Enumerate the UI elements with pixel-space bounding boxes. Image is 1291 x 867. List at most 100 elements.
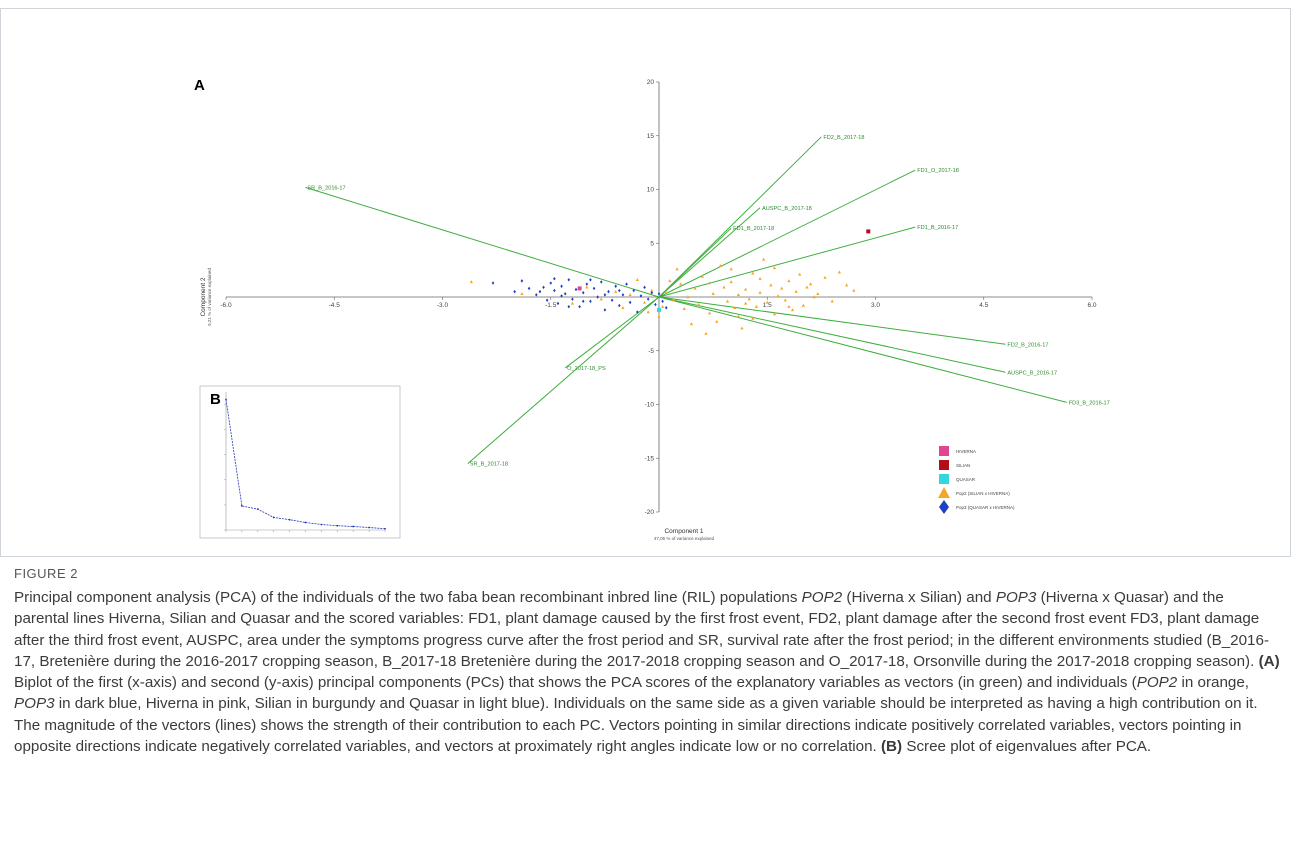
scree-points	[225, 398, 386, 530]
score-point	[725, 299, 730, 303]
loading-vectors: FD2_B_2017-18 FD1_O_2017-18 AUSPC_B_2017-1…	[305, 135, 1110, 468]
caption-pop3: POP3	[995, 589, 1037, 606]
score-point	[823, 275, 827, 279]
vector-label: FD3_B_2016-17	[1069, 400, 1110, 406]
x-axis-subtitle: 47,05 % of variance explained	[654, 536, 715, 541]
y-tick-label: 5	[650, 240, 654, 247]
score-point	[581, 291, 585, 295]
caption-part: Scree plot of eigenvalues after PCA.	[902, 738, 1152, 756]
score-point	[520, 291, 524, 295]
scree-point	[384, 527, 386, 530]
scree-point	[336, 524, 339, 527]
legend-label: QUASAR	[956, 477, 976, 482]
score-point	[599, 297, 603, 301]
score-point	[845, 283, 849, 287]
score-point	[776, 294, 780, 298]
score-point	[718, 264, 722, 268]
score-point	[805, 285, 809, 289]
score-point	[812, 295, 816, 299]
score-point	[664, 306, 668, 310]
score-point	[758, 290, 762, 294]
caption-part: Biplot of the first (x-axis) and second …	[14, 674, 1137, 692]
score-point	[816, 291, 820, 295]
score-point	[787, 279, 791, 283]
score-point	[542, 285, 545, 290]
caption-part: in dark blue, Hiverna in pink, Silian in…	[14, 695, 1258, 756]
score-point	[657, 314, 661, 318]
vector-label: FD1_B_2017-18	[733, 226, 774, 232]
vector-label: FD1_B_2016-17	[917, 225, 958, 231]
loading-vector	[658, 169, 916, 298]
score-point	[830, 299, 834, 303]
panel-b-letter: B	[210, 391, 221, 408]
score-point	[769, 283, 773, 287]
score-point	[646, 297, 650, 301]
scree-point	[256, 508, 259, 511]
caption-pop2: POP2	[801, 589, 843, 606]
vector-label: AUSPC_B_2016-17	[1007, 370, 1057, 376]
legend-label: Pop2 (SILIAN x HIVERNA)	[956, 491, 1010, 496]
x-tick-label: 1.5	[763, 302, 772, 309]
score-point	[556, 301, 560, 306]
y-tick-label: 10	[647, 187, 655, 194]
score-point	[693, 286, 697, 290]
score-point	[592, 286, 596, 291]
score-point	[772, 312, 777, 316]
vector-label: O_2017-18_PS	[567, 366, 606, 372]
loading-vector	[658, 296, 1067, 403]
loading-vector	[658, 226, 916, 298]
score-point	[707, 311, 712, 315]
y-ticks: 20 15 10 5 -5 -10 -15 -20	[645, 79, 659, 516]
score-point	[577, 286, 582, 291]
x-tick-label: -4.5	[329, 302, 341, 309]
y-tick-label: -5	[648, 348, 654, 355]
score-point	[837, 270, 842, 274]
score-point	[491, 281, 495, 285]
scree-point	[320, 523, 323, 526]
score-point	[538, 289, 542, 294]
score-point	[758, 276, 762, 280]
vector-label: SR_B_2016-17	[307, 185, 345, 191]
score-point	[715, 319, 719, 323]
vector-label: SR_B_2017-18	[470, 462, 508, 468]
score-point	[747, 297, 751, 301]
score-point	[621, 293, 625, 297]
score-point	[639, 294, 643, 298]
legend-label: SILIAN	[956, 463, 970, 468]
score-point	[740, 326, 744, 330]
score-point	[661, 299, 664, 303]
caption-part: (Hiverna x Quasar) and the parental line…	[14, 589, 1270, 670]
score-point	[794, 289, 798, 293]
score-point	[560, 294, 563, 298]
top-rule	[0, 8, 1291, 9]
score-point	[469, 280, 473, 284]
score-point	[596, 295, 599, 299]
score-point	[628, 300, 632, 305]
scree-plot-frame	[199, 385, 401, 539]
vector-label: FD2_B_2016-17	[1007, 342, 1048, 348]
score-point	[585, 285, 589, 289]
scree-line	[225, 399, 386, 530]
x-ticks: -6.0 -4.5 -3.0 -1.5 1.5 3.0 4.5 6.0	[220, 297, 1097, 309]
score-point	[545, 298, 549, 302]
score-point	[787, 304, 791, 308]
score-point	[852, 288, 856, 292]
score-point	[675, 267, 679, 271]
legend-swatch	[939, 474, 949, 484]
score-point	[618, 288, 621, 293]
x-tick-label: -3.0	[437, 302, 449, 309]
vector-label: AUSPC_B_2017-18	[762, 206, 812, 212]
score-point	[553, 277, 556, 281]
score-point	[632, 288, 636, 293]
score-point	[744, 287, 748, 291]
y-tick-label: -15	[645, 455, 655, 462]
x-tick-label: -6.0	[220, 302, 232, 309]
legend-swatch	[939, 500, 949, 514]
scree-point	[272, 516, 275, 519]
loading-vector	[658, 296, 1006, 345]
score-point	[762, 257, 766, 261]
score-point	[589, 299, 592, 303]
scree-axes	[224, 392, 386, 532]
loading-vector	[658, 296, 1006, 373]
